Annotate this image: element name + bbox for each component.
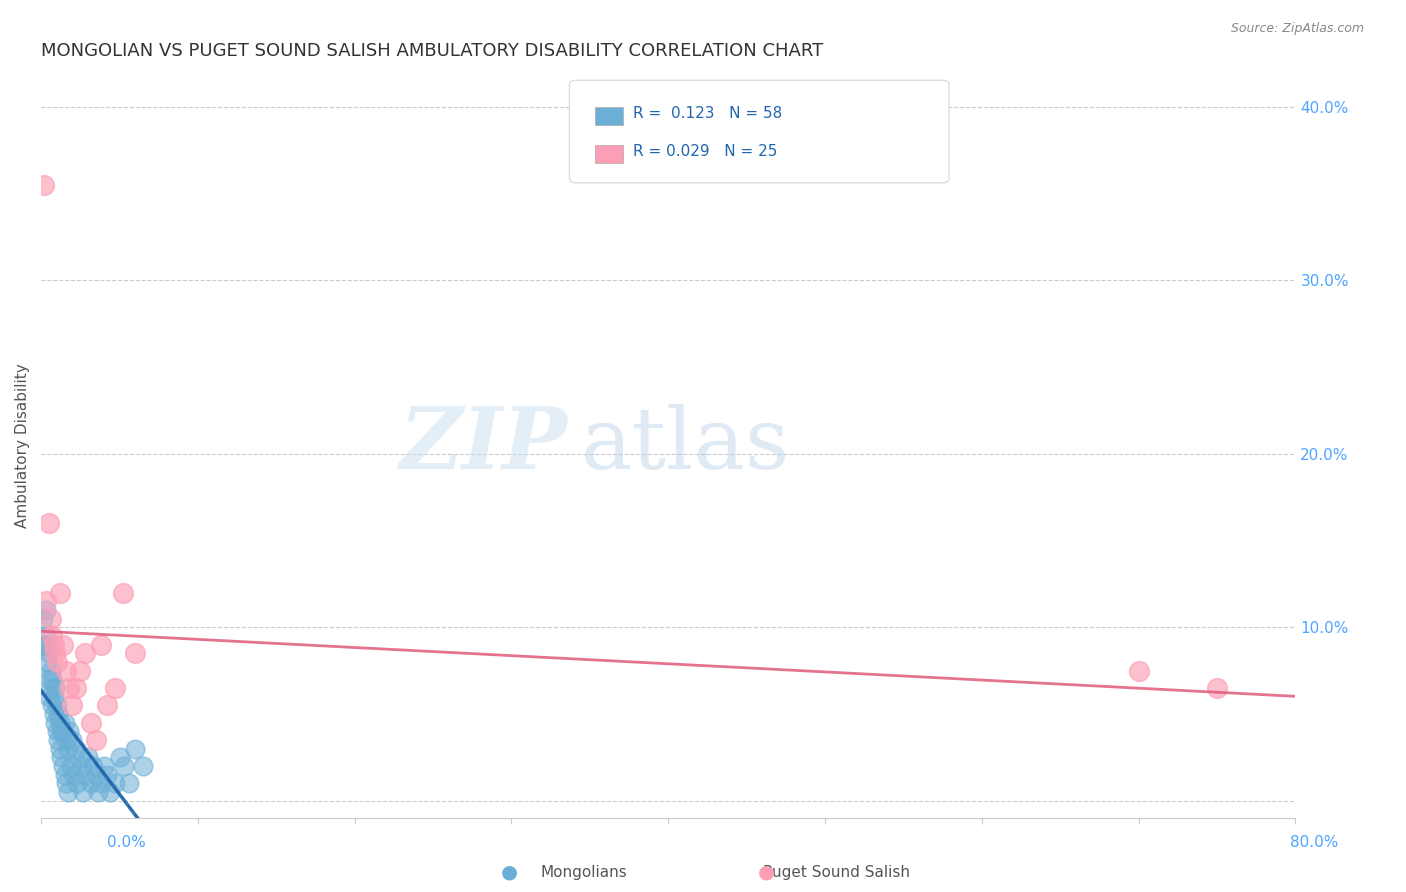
- Point: [96, 767, 118, 781]
- Point: [72, 785, 94, 799]
- Point: [66, 776, 89, 790]
- Point: [55, 664, 77, 678]
- Point: [69, 750, 91, 764]
- Point: [44, 715, 66, 730]
- Point: [90, 638, 112, 652]
- Point: [55, 732, 77, 747]
- Point: [41, 672, 63, 686]
- Point: [41, 698, 63, 713]
- Text: R = 0.029   N = 25: R = 0.029 N = 25: [633, 145, 778, 159]
- Point: [84, 767, 107, 781]
- Point: [51, 750, 73, 764]
- Point: [35, 603, 58, 617]
- Point: [124, 646, 146, 660]
- Point: [44, 681, 66, 695]
- Text: ZIP: ZIP: [401, 403, 568, 487]
- Point: [77, 750, 100, 764]
- Point: [132, 759, 155, 773]
- Point: [59, 759, 82, 773]
- Point: [112, 759, 135, 773]
- Text: atlas: atlas: [581, 403, 790, 487]
- Point: [63, 767, 86, 781]
- Point: [84, 732, 107, 747]
- Text: MONGOLIAN VS PUGET SOUND SALISH AMBULATORY DISABILITY CORRELATION CHART: MONGOLIAN VS PUGET SOUND SALISH AMBULATO…: [41, 42, 824, 60]
- Point: [35, 629, 58, 643]
- Point: [118, 776, 141, 790]
- Point: [52, 724, 75, 739]
- Point: [62, 698, 84, 713]
- Text: Source: ZipAtlas.com: Source: ZipAtlas.com: [1230, 22, 1364, 36]
- Point: [65, 741, 87, 756]
- Text: ●: ●: [758, 863, 775, 882]
- Point: [80, 715, 103, 730]
- Point: [42, 706, 65, 721]
- Point: [35, 594, 58, 608]
- Point: [44, 646, 66, 660]
- Point: [90, 776, 112, 790]
- Point: [38, 646, 60, 660]
- Point: [62, 732, 84, 747]
- Point: [111, 585, 134, 599]
- Point: [51, 724, 73, 739]
- Point: [49, 741, 72, 756]
- Point: [45, 655, 67, 669]
- Point: [32, 638, 55, 652]
- Point: [45, 724, 67, 739]
- Text: 80.0%: 80.0%: [1291, 836, 1339, 850]
- Point: [58, 724, 80, 739]
- Point: [82, 759, 104, 773]
- Point: [45, 698, 67, 713]
- Point: [1128, 664, 1150, 678]
- Point: [56, 741, 79, 756]
- Point: [39, 664, 62, 678]
- Point: [86, 785, 108, 799]
- Point: [96, 698, 118, 713]
- Text: Mongolians: Mongolians: [540, 865, 627, 880]
- Point: [48, 706, 70, 721]
- Point: [108, 750, 131, 764]
- Point: [56, 785, 79, 799]
- Point: [69, 664, 91, 678]
- Text: R =  0.123   N = 58: R = 0.123 N = 58: [633, 106, 782, 120]
- Point: [42, 638, 65, 652]
- Point: [38, 690, 60, 704]
- Point: [39, 681, 62, 695]
- Point: [41, 629, 63, 643]
- Point: [31, 611, 53, 625]
- Point: [124, 741, 146, 756]
- Point: [104, 681, 127, 695]
- Point: [80, 776, 103, 790]
- Point: [39, 611, 62, 625]
- Point: [49, 715, 72, 730]
- Text: ●: ●: [501, 863, 517, 882]
- Point: [55, 776, 77, 790]
- Text: Puget Sound Salish: Puget Sound Salish: [763, 865, 910, 880]
- Point: [53, 715, 76, 730]
- Point: [42, 690, 65, 704]
- Y-axis label: Ambulatory Disability: Ambulatory Disability: [15, 363, 30, 527]
- Point: [52, 638, 75, 652]
- Point: [52, 759, 75, 773]
- Point: [37, 655, 59, 669]
- Point: [58, 681, 80, 695]
- Text: 0.0%: 0.0%: [107, 836, 146, 850]
- Point: [48, 732, 70, 747]
- Point: [37, 638, 59, 652]
- Point: [73, 767, 96, 781]
- Point: [93, 759, 115, 773]
- Point: [65, 681, 87, 695]
- Point: [70, 759, 93, 773]
- Point: [49, 585, 72, 599]
- Point: [98, 785, 121, 799]
- Point: [73, 646, 96, 660]
- Point: [53, 767, 76, 781]
- Point: [38, 672, 60, 686]
- Point: [104, 776, 127, 790]
- Point: [32, 178, 55, 193]
- Point: [1206, 681, 1229, 695]
- Point: [38, 516, 60, 531]
